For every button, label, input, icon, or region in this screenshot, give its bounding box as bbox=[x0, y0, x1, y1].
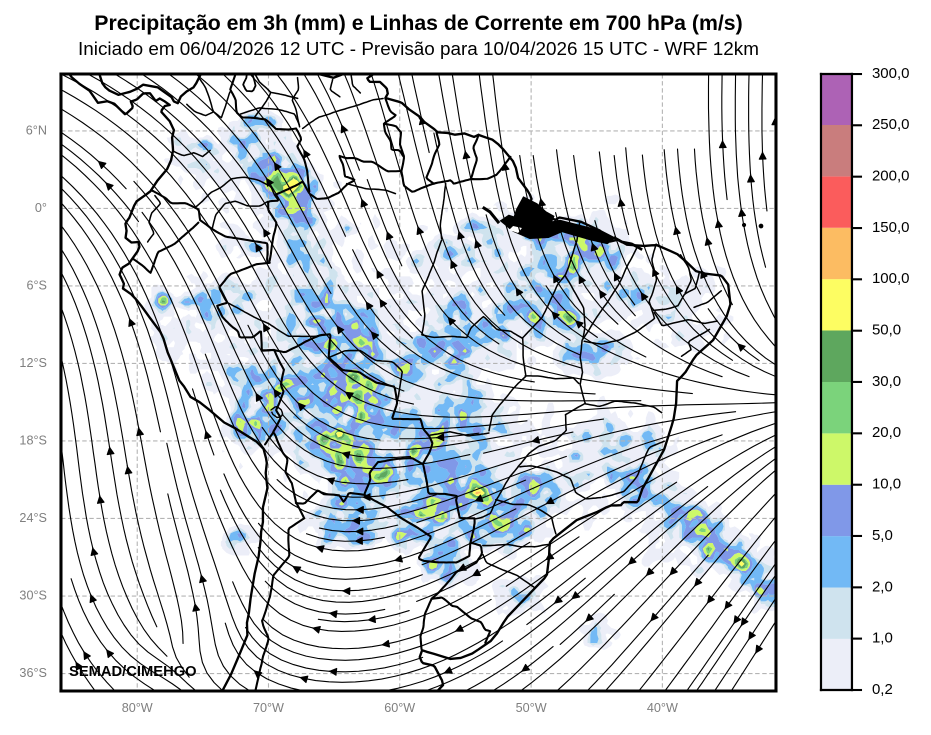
svg-text:18°S: 18°S bbox=[19, 433, 47, 447]
svg-text:50,0: 50,0 bbox=[872, 322, 901, 339]
svg-text:10,0: 10,0 bbox=[872, 476, 901, 493]
svg-text:150,0: 150,0 bbox=[872, 219, 910, 236]
svg-text:SEMAD/CIMEHGO: SEMAD/CIMEHGO bbox=[69, 664, 197, 680]
svg-text:Iniciado em 06/04/2026 12 UTC: Iniciado em 06/04/2026 12 UTC - Previsão… bbox=[78, 39, 759, 60]
svg-text:300,0: 300,0 bbox=[872, 65, 910, 82]
svg-text:70°W: 70°W bbox=[253, 701, 284, 715]
svg-text:20,0: 20,0 bbox=[872, 424, 901, 441]
svg-text:0,2: 0,2 bbox=[872, 681, 893, 698]
svg-text:30,0: 30,0 bbox=[872, 373, 901, 390]
svg-text:100,0: 100,0 bbox=[872, 270, 910, 287]
svg-text:200,0: 200,0 bbox=[872, 168, 910, 185]
svg-text:36°S: 36°S bbox=[19, 666, 47, 680]
svg-text:40°W: 40°W bbox=[647, 701, 678, 715]
svg-text:12°S: 12°S bbox=[19, 356, 47, 370]
svg-text:Precipitação em 3h (mm) e Linh: Precipitação em 3h (mm) e Linhas de Corr… bbox=[94, 11, 742, 35]
svg-text:50°W: 50°W bbox=[516, 701, 547, 715]
svg-text:6°S: 6°S bbox=[26, 278, 47, 292]
svg-text:2,0: 2,0 bbox=[872, 578, 893, 595]
svg-text:60°W: 60°W bbox=[384, 701, 415, 715]
svg-text:24°S: 24°S bbox=[19, 511, 47, 525]
svg-text:30°S: 30°S bbox=[19, 588, 47, 602]
svg-text:5,0: 5,0 bbox=[872, 527, 893, 544]
svg-text:6°N: 6°N bbox=[26, 123, 47, 137]
svg-text:0°: 0° bbox=[35, 201, 47, 215]
svg-text:80°W: 80°W bbox=[122, 701, 153, 715]
svg-text:1,0: 1,0 bbox=[872, 630, 893, 647]
svg-text:250,0: 250,0 bbox=[872, 116, 910, 133]
